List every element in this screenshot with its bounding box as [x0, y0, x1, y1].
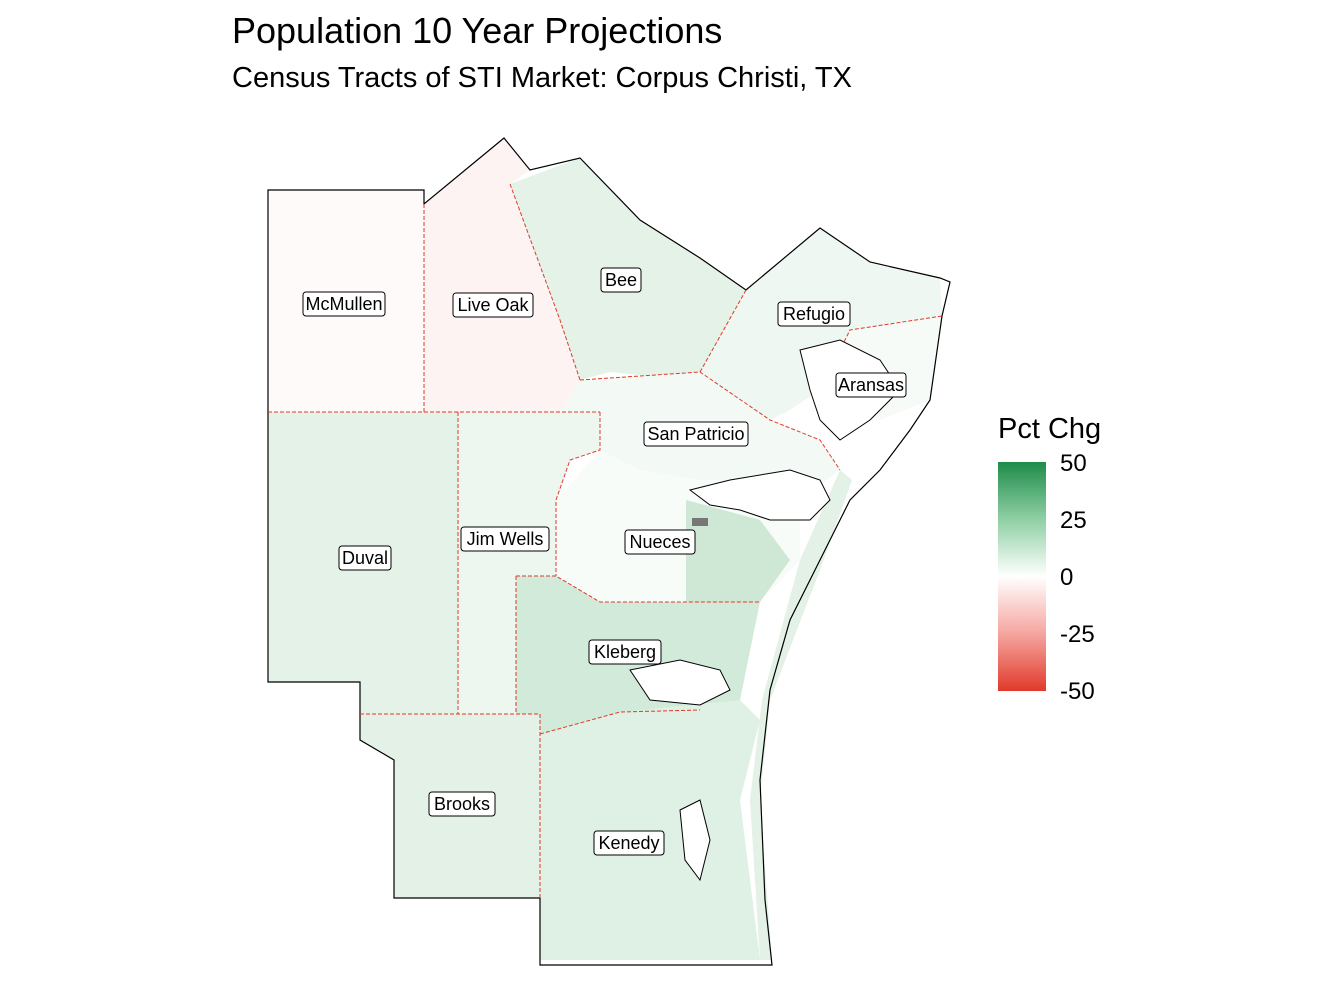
legend-title: Pct Chg	[998, 413, 1102, 445]
county-kenedy	[540, 700, 760, 960]
padre-island	[750, 470, 852, 960]
legend-tick-50: 50	[1060, 450, 1087, 477]
label-brooks: Brooks	[434, 794, 490, 814]
label-kenedy: Kenedy	[598, 833, 659, 853]
label-sanpatricio: San Patricio	[647, 424, 744, 444]
label-kleberg: Kleberg	[594, 642, 656, 662]
map-title: Population 10 Year Projections	[232, 10, 723, 51]
dark-tract	[692, 518, 708, 526]
county-borders	[268, 183, 943, 898]
legend-tick-neg50: -50	[1060, 678, 1095, 705]
map-subtitle: Census Tracts of STI Market: Corpus Chri…	[232, 62, 852, 94]
label-refugio: Refugio	[783, 304, 845, 324]
label-duval: Duval	[342, 548, 388, 568]
county-liveoak	[424, 138, 580, 412]
legend-tick-neg25: -25	[1060, 621, 1095, 648]
legend-colorbar	[998, 462, 1046, 691]
label-nueces: Nueces	[629, 532, 690, 552]
market-outline	[267, 137, 951, 966]
legend-tick-0: 0	[1060, 564, 1074, 591]
label-liveoak: Live Oak	[457, 295, 529, 315]
label-mcmullen: McMullen	[305, 294, 382, 314]
county-jimwells	[458, 412, 600, 714]
county-labels: McMullen Live Oak Bee Refugio Aransas Sa…	[302, 267, 907, 856]
label-jimwells: Jim Wells	[467, 529, 544, 549]
label-bee: Bee	[605, 270, 637, 290]
county-nueces-south	[686, 500, 790, 602]
label-aransas: Aransas	[838, 375, 904, 395]
legend-tick-25: 25	[1060, 507, 1087, 534]
